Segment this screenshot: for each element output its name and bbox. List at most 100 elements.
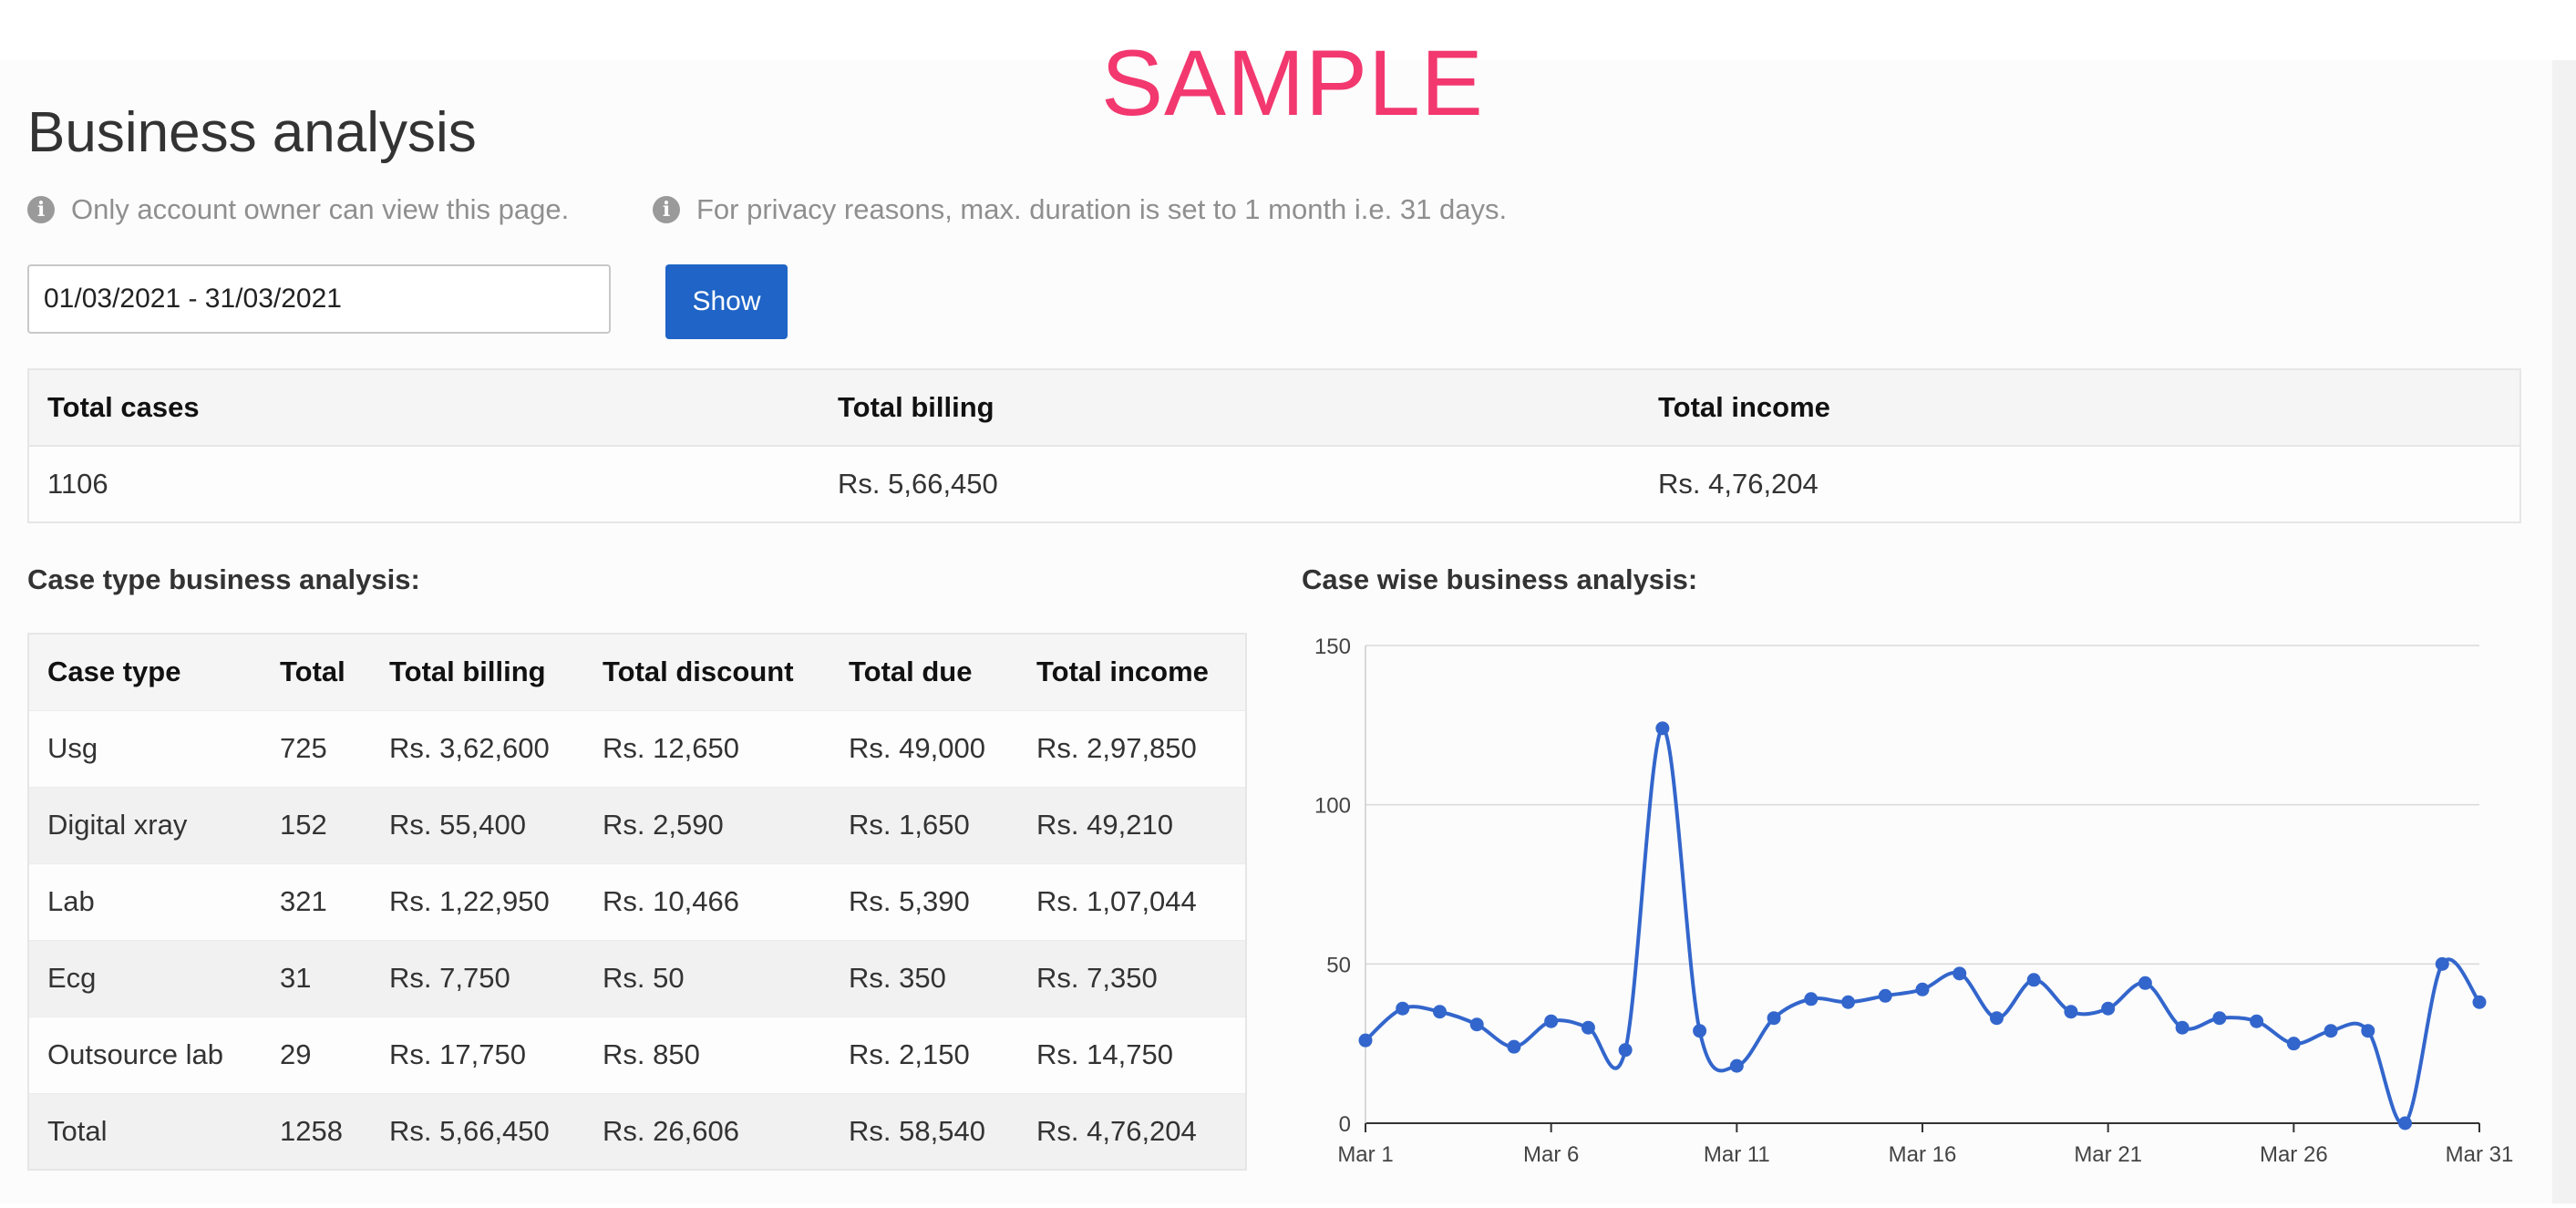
column-header-total-income: Total income bbox=[1018, 634, 1246, 710]
series-line bbox=[1364, 726, 2481, 1126]
info-icon: i bbox=[653, 196, 680, 223]
data-point bbox=[1878, 988, 1892, 1003]
data-point bbox=[1544, 1014, 1559, 1028]
y-tick-label: 50 bbox=[1326, 953, 1351, 977]
summary-header-total-income: Total income bbox=[1640, 369, 2520, 447]
data-point bbox=[1358, 1033, 1373, 1048]
cell-total-income: Rs. 1,07,044 bbox=[1018, 862, 1246, 940]
column-header-total-due: Total due bbox=[830, 634, 1018, 710]
cell-total-due: Rs. 350 bbox=[830, 939, 1018, 1017]
cell-total-due: Rs. 49,000 bbox=[830, 709, 1018, 787]
cell-total-billing: Rs. 7,750 bbox=[371, 939, 584, 1017]
cell-total: 29 bbox=[262, 1016, 371, 1093]
data-point bbox=[1618, 1043, 1633, 1058]
cell-total-discount: Rs. 26,606 bbox=[584, 1092, 830, 1170]
cell-total-discount: Rs. 2,590 bbox=[584, 786, 830, 863]
cell-total-billing: Rs. 3,62,600 bbox=[371, 709, 584, 787]
case-type-table: Case type Total Total billing Total disc… bbox=[27, 633, 1247, 1171]
info-icon: i bbox=[27, 196, 55, 223]
data-point bbox=[1396, 1001, 1410, 1016]
page-title: Business analysis bbox=[27, 101, 477, 164]
cell-case-type: Ecg bbox=[28, 939, 262, 1017]
sample-watermark: SAMPLE bbox=[1101, 31, 1484, 135]
y-tick-label: 150 bbox=[1314, 635, 1351, 659]
cell-total: 725 bbox=[262, 709, 371, 787]
data-point bbox=[2361, 1024, 2375, 1038]
cell-total-discount: Rs. 12,650 bbox=[584, 709, 830, 787]
cell-total-billing: Rs. 17,750 bbox=[371, 1016, 584, 1093]
summary-header-total-cases: Total cases bbox=[28, 369, 819, 447]
data-point bbox=[2286, 1037, 2301, 1051]
summary-table: Total cases Total billing Total income 1… bbox=[27, 368, 2521, 523]
data-point bbox=[1989, 1011, 2004, 1026]
cell-total-discount: Rs. 10,466 bbox=[584, 862, 830, 940]
data-point bbox=[2064, 1005, 2078, 1019]
cell-total-due: Rs. 5,390 bbox=[830, 862, 1018, 940]
summary-total-income: Rs. 4,76,204 bbox=[1640, 446, 2520, 522]
cell-case-type: Lab bbox=[28, 862, 262, 940]
summary-header-row: Total cases Total billing Total income bbox=[28, 369, 2520, 447]
cell-total-billing: Rs. 5,66,450 bbox=[371, 1092, 584, 1170]
x-tick-label: Mar 26 bbox=[2260, 1142, 2328, 1167]
cell-case-type: Usg bbox=[28, 709, 262, 787]
column-header-total: Total bbox=[262, 634, 371, 710]
y-tick-label: 0 bbox=[1339, 1112, 1351, 1137]
data-point bbox=[1767, 1011, 1781, 1026]
cell-total-income: Rs. 7,350 bbox=[1018, 939, 1246, 1017]
show-button[interactable]: Show bbox=[665, 264, 788, 339]
cell-total-discount: Rs. 50 bbox=[584, 939, 830, 1017]
data-point bbox=[1729, 1058, 1744, 1073]
data-point bbox=[2175, 1020, 2190, 1035]
summary-total-cases: 1106 bbox=[28, 446, 819, 522]
x-tick-label: Mar 11 bbox=[1704, 1142, 1770, 1167]
data-point bbox=[1655, 721, 1670, 736]
x-tick-label: Mar 16 bbox=[1889, 1142, 1957, 1167]
cell-total-billing: Rs. 1,22,950 bbox=[371, 862, 584, 940]
data-point bbox=[1841, 995, 1856, 1009]
column-header-total-discount: Total discount bbox=[584, 634, 830, 710]
privacy-note-text: For privacy reasons, max. duration is se… bbox=[696, 193, 1508, 225]
data-point bbox=[1915, 982, 1930, 996]
case-type-heading: Case type business analysis: bbox=[27, 563, 420, 595]
cell-total-due: Rs. 58,540 bbox=[830, 1092, 1018, 1170]
summary-total-billing: Rs. 5,66,450 bbox=[819, 446, 1640, 522]
cell-total: 152 bbox=[262, 786, 371, 863]
data-point bbox=[1432, 1005, 1447, 1019]
table-row: Digital xray 152 Rs. 55,400 Rs. 2,590 Rs… bbox=[28, 786, 1246, 863]
cell-total: 321 bbox=[262, 862, 371, 940]
cell-total-due: Rs. 2,150 bbox=[830, 1016, 1018, 1093]
x-tick-label: Mar 31 bbox=[2446, 1142, 2514, 1167]
y-tick-label: 100 bbox=[1314, 794, 1351, 819]
data-point bbox=[1953, 966, 1967, 981]
data-point bbox=[2250, 1014, 2264, 1028]
table-row: Ecg 31 Rs. 7,750 Rs. 50 Rs. 350 Rs. 7,35… bbox=[28, 939, 1246, 1017]
case-type-header-row: Case type Total Total billing Total disc… bbox=[28, 634, 1246, 710]
table-row: Lab 321 Rs. 1,22,950 Rs. 10,466 Rs. 5,39… bbox=[28, 862, 1246, 940]
cell-total-billing: Rs. 55,400 bbox=[371, 786, 584, 863]
cell-case-type: Outsource lab bbox=[28, 1016, 262, 1093]
column-header-case-type: Case type bbox=[28, 634, 262, 710]
cell-case-type: Digital xray bbox=[28, 786, 262, 863]
scrollbar-track[interactable] bbox=[2552, 60, 2576, 1203]
data-point bbox=[2101, 1001, 2116, 1016]
cell-total-income: Rs. 14,750 bbox=[1018, 1016, 1246, 1093]
data-point bbox=[2472, 995, 2487, 1009]
x-tick-label: Mar 21 bbox=[2074, 1142, 2142, 1167]
cell-total-income: Rs. 4,76,204 bbox=[1018, 1092, 1246, 1170]
case-wise-chart: 0 50 100 150 Mar 1 Mar 6 Mar 11 Mar 16 Mar 21 Mar… bbox=[1276, 620, 2543, 1203]
table-row: Usg 725 Rs. 3,62,600 Rs. 12,650 Rs. 49,0… bbox=[28, 709, 1246, 787]
x-tick-label: Mar 1 bbox=[1337, 1142, 1393, 1167]
data-point bbox=[2398, 1116, 2413, 1131]
data-point bbox=[2026, 973, 2041, 987]
data-point bbox=[2324, 1024, 2338, 1038]
data-point bbox=[1507, 1039, 1521, 1054]
owner-only-note-text: Only account owner can view this page. bbox=[71, 193, 570, 225]
data-point bbox=[1581, 1020, 1595, 1035]
data-point bbox=[2435, 956, 2449, 971]
column-header-total-billing: Total billing bbox=[371, 634, 584, 710]
date-range-input[interactable] bbox=[27, 264, 611, 334]
data-point bbox=[1469, 1017, 1484, 1032]
cell-total-discount: Rs. 850 bbox=[584, 1016, 830, 1093]
case-wise-heading: Case wise business analysis: bbox=[1302, 563, 1698, 595]
data-point bbox=[1804, 992, 1819, 1007]
